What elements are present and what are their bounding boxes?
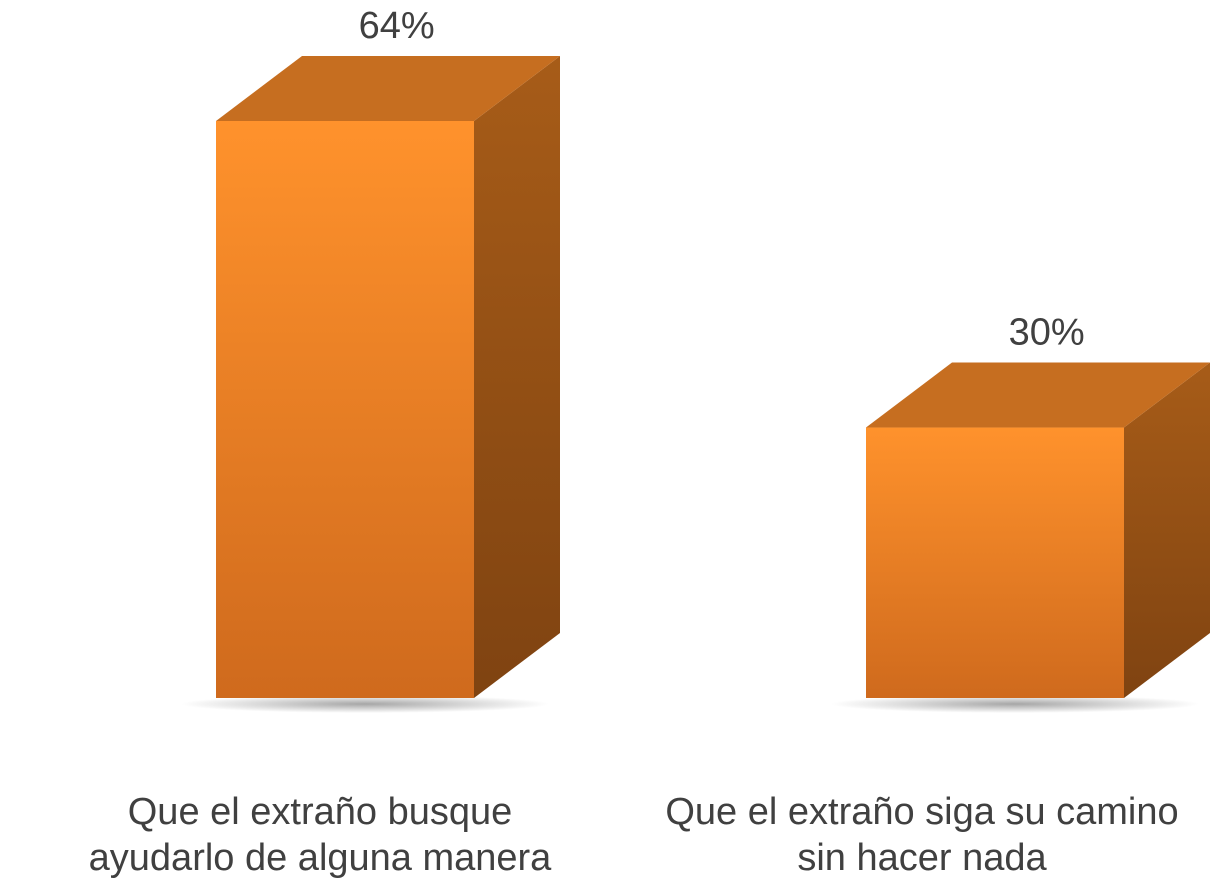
bar-0-front [216,121,474,698]
bar-0-top [216,56,560,121]
bar-0: 64% [181,5,560,713]
category-label-1-line-2: sin hacer nada [797,837,1047,879]
bar-0-side [474,56,560,698]
category-label-0: Que el extraño busque ayudarlo de alguna… [40,789,600,881]
bar-1-front [866,427,1124,698]
category-label-1: Que el extraño siga su camino sin hacer … [632,789,1212,881]
bar-1-shadow [831,695,1199,713]
bar-0-shadow [181,695,549,713]
bar-1-side [1124,362,1210,698]
category-label-1-line-1: Que el extraño siga su camino [665,791,1179,833]
data-label-1: 30% [1009,312,1085,354]
category-label-0-line-2: ayudarlo de alguna manera [88,837,552,879]
category-label-0-line-1: Que el extraño busque [127,791,513,833]
bar-1-top [866,362,1210,428]
bar-1: 30% [831,312,1210,713]
data-label-0: 64% [359,5,435,47]
